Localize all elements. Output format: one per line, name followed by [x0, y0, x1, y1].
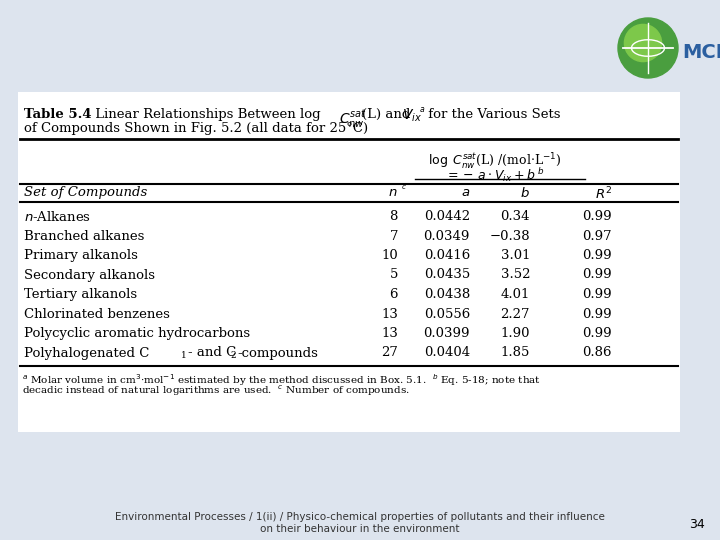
Text: 13: 13: [381, 327, 398, 340]
Text: 8: 8: [390, 210, 398, 223]
Text: Polycyclic aromatic hydrocarbons: Polycyclic aromatic hydrocarbons: [24, 327, 250, 340]
Text: 0.99: 0.99: [582, 327, 612, 340]
Circle shape: [624, 24, 662, 62]
Text: $n$-Alkanes: $n$-Alkanes: [24, 210, 91, 224]
Text: −0.38: −0.38: [490, 230, 530, 242]
Text: Tertiary alkanols: Tertiary alkanols: [24, 288, 137, 301]
FancyBboxPatch shape: [18, 92, 680, 432]
Text: 2: 2: [230, 350, 235, 360]
Text: MCHEM: MCHEM: [682, 44, 720, 63]
Text: 0.0349: 0.0349: [423, 230, 470, 242]
Text: Branched alkanes: Branched alkanes: [24, 230, 145, 242]
Circle shape: [618, 18, 678, 78]
Text: $^a$ Molar volume in cm$^3$$\cdot$mol$^{-1}$ estimated by the method discussed i: $^a$ Molar volume in cm$^3$$\cdot$mol$^{…: [22, 372, 541, 388]
Text: $C_{nw}^{sat}$: $C_{nw}^{sat}$: [339, 108, 366, 130]
Text: $^{\,a}$: $^{\,a}$: [418, 105, 426, 115]
Text: 0.99: 0.99: [582, 249, 612, 262]
Text: Primary alkanols: Primary alkanols: [24, 249, 138, 262]
Text: 1.85: 1.85: [500, 347, 530, 360]
Text: 0.0442: 0.0442: [424, 210, 470, 223]
Text: $a$: $a$: [461, 186, 470, 199]
Text: $V_{ix}$: $V_{ix}$: [402, 108, 422, 124]
Text: 0.0404: 0.0404: [424, 347, 470, 360]
Text: 27: 27: [381, 347, 398, 360]
Text: Environmental Processes / 1(ii) / Physico-chemical properties of pollutants and : Environmental Processes / 1(ii) / Physic…: [115, 512, 605, 522]
Text: 0.99: 0.99: [582, 268, 612, 281]
Text: 0.34: 0.34: [500, 210, 530, 223]
Text: 0.99: 0.99: [582, 210, 612, 223]
Text: 7: 7: [390, 230, 398, 242]
Text: 2.27: 2.27: [500, 307, 530, 321]
Text: -compounds: -compounds: [237, 347, 318, 360]
Text: 0.86: 0.86: [582, 347, 612, 360]
Text: 5: 5: [390, 268, 398, 281]
Text: Set of Compounds: Set of Compounds: [24, 186, 148, 199]
Text: - and C: - and C: [188, 347, 236, 360]
Text: Polyhalogenated C: Polyhalogenated C: [24, 347, 149, 360]
Text: 1: 1: [181, 350, 186, 360]
Text: of Compounds Shown in Fig. 5.2 (all data for 25°C): of Compounds Shown in Fig. 5.2 (all data…: [24, 122, 368, 135]
Text: Chlorinated benzenes: Chlorinated benzenes: [24, 307, 170, 321]
Text: 13: 13: [381, 307, 398, 321]
Text: 0.0399: 0.0399: [423, 327, 470, 340]
Text: 34: 34: [689, 518, 705, 531]
Text: 0.0416: 0.0416: [424, 249, 470, 262]
Text: $R^2$: $R^2$: [595, 186, 612, 202]
Text: 10: 10: [382, 249, 398, 262]
Text: 0.99: 0.99: [582, 307, 612, 321]
Text: 1.90: 1.90: [500, 327, 530, 340]
Text: 0.0556: 0.0556: [424, 307, 470, 321]
Text: 4.01: 4.01: [500, 288, 530, 301]
Text: $= -\,a \cdot V_{ix} + b^{\;b}$: $= -\,a \cdot V_{ix} + b^{\;b}$: [445, 166, 545, 184]
Text: $b$: $b$: [521, 186, 530, 200]
Text: 6: 6: [390, 288, 398, 301]
Text: Linear Relationships Between log: Linear Relationships Between log: [91, 108, 325, 121]
Text: for the Various Sets: for the Various Sets: [424, 108, 560, 121]
Text: 0.99: 0.99: [582, 288, 612, 301]
Text: 3.01: 3.01: [500, 249, 530, 262]
Text: $n$: $n$: [389, 186, 398, 199]
Text: 3.52: 3.52: [500, 268, 530, 281]
Text: 0.0438: 0.0438: [424, 288, 470, 301]
Text: Secondary alkanols: Secondary alkanols: [24, 268, 155, 281]
Text: $\log\;C_{nw}^{sat}$(L) /(mol$\cdot$L$^{-1}$): $\log\;C_{nw}^{sat}$(L) /(mol$\cdot$L$^{…: [428, 152, 562, 172]
Text: $^{\,c}$: $^{\,c}$: [400, 185, 408, 194]
Text: decadic instead of natural logarithms are used.  $^c$ Number of compounds.: decadic instead of natural logarithms ar…: [22, 384, 410, 399]
Text: 0.0435: 0.0435: [424, 268, 470, 281]
Text: Table 5.4: Table 5.4: [24, 108, 91, 121]
Text: 0.97: 0.97: [582, 230, 612, 242]
Text: (L) and: (L) and: [362, 108, 415, 121]
Text: on their behaviour in the environment: on their behaviour in the environment: [260, 524, 460, 534]
